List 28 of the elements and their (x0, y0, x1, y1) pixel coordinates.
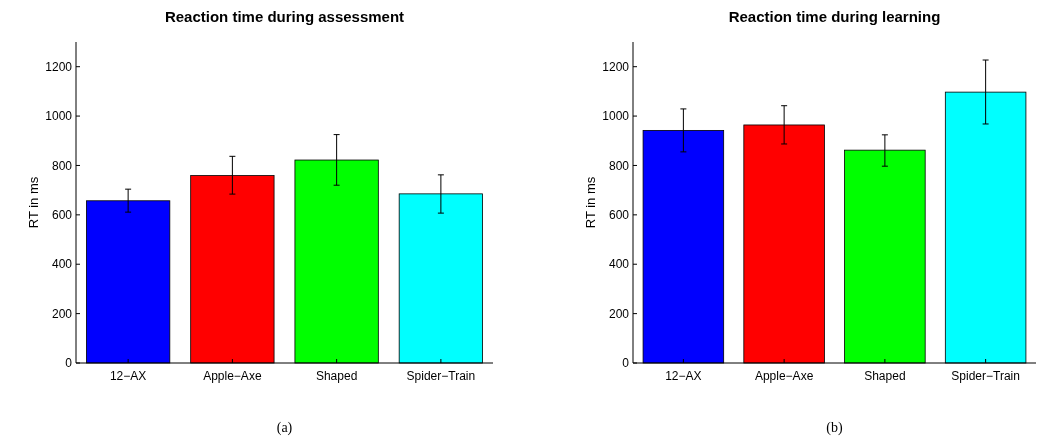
y-tick-label: 1000 (602, 109, 630, 124)
y-tick-label: 1000 (45, 109, 73, 124)
text: (a) (276, 420, 293, 436)
x-tick-label: Apple−Axe (203, 369, 262, 383)
y-tick-label: 200 (51, 306, 73, 321)
x-tick-label: Apple−Axe (754, 369, 814, 383)
x-tick-label: 12−AX (109, 369, 147, 383)
y-tick-label: 600 (51, 208, 73, 223)
y-tick-label: 1200 (602, 59, 630, 74)
x-tick-label: Shaped (864, 369, 906, 383)
y-tick-label: 800 (51, 158, 73, 173)
chart-title: Reaction time during learning (728, 8, 941, 25)
y-tick-label: 400 (51, 257, 73, 272)
text: (b) (826, 420, 843, 436)
y-tick-label: 600 (608, 208, 630, 223)
x-tick-label: Spider−Train (951, 369, 1020, 383)
y-axis-title: RT in ms (26, 176, 41, 229)
y-tick-label: 200 (608, 306, 630, 321)
x-tick-label: Shaped (315, 369, 358, 383)
y-tick-label: 0 (65, 356, 73, 371)
y-tick-label: 1200 (45, 59, 73, 74)
y-tick-label: 400 (608, 257, 630, 272)
x-tick-label: 12−AX (665, 369, 702, 383)
y-tick-label: 800 (608, 158, 630, 173)
x-tick-label: Spider−Train (406, 369, 476, 383)
chart-title: Reaction time during assessment (164, 8, 405, 25)
y-axis-title: RT in ms (583, 176, 598, 229)
y-tick-label: 0 (622, 356, 630, 371)
